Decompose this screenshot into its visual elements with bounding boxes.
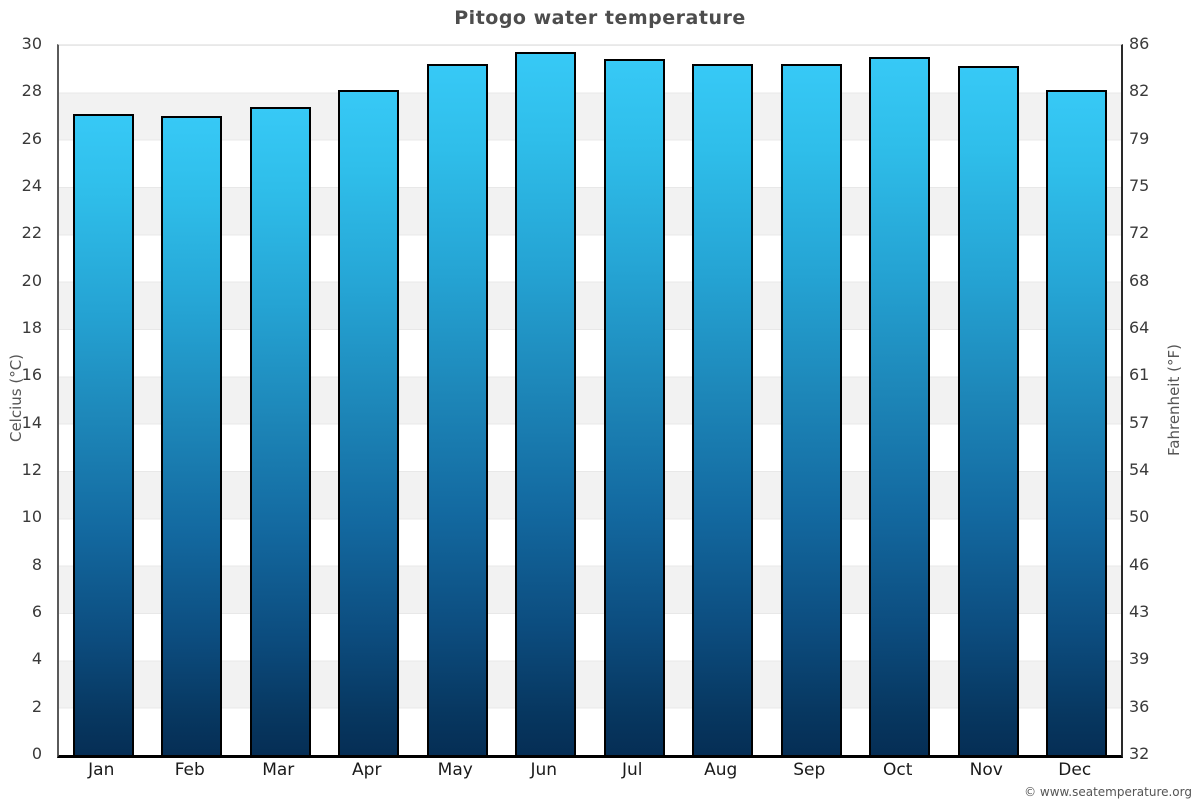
bar-slot-nov: [944, 45, 1033, 755]
temperature-bar-oct: [869, 56, 931, 755]
month-label-may: May: [437, 760, 473, 780]
month-label-oct: Oct: [883, 760, 913, 780]
temperature-bar-nov: [957, 66, 1019, 755]
month-label-apr: Apr: [352, 760, 382, 780]
fahrenheit-tick-46: 46: [1129, 554, 1150, 574]
fahrenheit-tick-79: 79: [1129, 128, 1150, 148]
fahrenheit-tick-64: 64: [1129, 318, 1150, 337]
bars-row: [59, 45, 1121, 755]
celsius-axis-title: Celcius (°C): [7, 353, 25, 443]
celsius-tick-28: 28: [21, 81, 42, 101]
celsius-tick-24: 24: [21, 176, 42, 195]
bar-slot-mar: [236, 45, 325, 755]
bar-slot-oct: [856, 45, 945, 755]
celsius-tick-10: 10: [21, 507, 42, 527]
bar-slot-aug: [679, 45, 768, 755]
celsius-tick-8: 8: [31, 554, 42, 574]
fahrenheit-axis-title: Fahrenheit (°F): [1165, 344, 1183, 456]
temperature-bar-jan: [72, 113, 134, 755]
temperature-bar-jul: [603, 59, 665, 755]
fahrenheit-tick-57: 57: [1129, 412, 1150, 432]
celsius-tick-14: 14: [21, 412, 42, 432]
fahrenheit-tick-61: 61: [1129, 365, 1150, 385]
fahrenheit-tick-82: 82: [1129, 81, 1150, 101]
plot-area: [57, 44, 1123, 758]
temperature-bar-sep: [780, 63, 842, 755]
bar-slot-dec: [1033, 45, 1122, 755]
chart-title: Pitogo water temperature: [454, 7, 746, 29]
temperature-bar-mar: [249, 106, 311, 755]
month-label-mar: Mar: [262, 760, 295, 780]
celsius-tick-6: 6: [31, 602, 42, 621]
fahrenheit-tick-50: 50: [1129, 507, 1150, 527]
fahrenheit-tick-54: 54: [1129, 460, 1150, 479]
bar-slot-sep: [767, 45, 856, 755]
temperature-bar-may: [426, 63, 488, 755]
celsius-tick-16: 16: [21, 365, 42, 385]
bar-slot-jul: [590, 45, 679, 755]
fahrenheit-tick-75: 75: [1129, 176, 1150, 195]
month-label-sep: Sep: [793, 760, 826, 780]
celsius-tick-4: 4: [31, 649, 42, 669]
month-label-jan: Jan: [88, 760, 115, 780]
fahrenheit-tick-39: 39: [1129, 649, 1150, 669]
celsius-tick-0: 0: [31, 744, 42, 763]
fahrenheit-tick-32: 32: [1129, 744, 1150, 763]
temperature-bar-feb: [161, 116, 223, 755]
month-label-nov: Nov: [969, 760, 1003, 780]
month-label-feb: Feb: [174, 760, 205, 780]
temperature-bar-aug: [692, 63, 754, 755]
fahrenheit-tick-86: 86: [1129, 34, 1150, 53]
bar-slot-jan: [59, 45, 148, 755]
temperature-bar-dec: [1046, 89, 1108, 755]
fahrenheit-tick-36: 36: [1129, 696, 1150, 716]
celsius-tick-22: 22: [21, 223, 42, 243]
bar-slot-jun: [502, 45, 591, 755]
temperature-bar-jun: [515, 52, 577, 755]
month-axis-labels: Jan Feb Mar Apr May Jun Jul Aug Sep Oct Nov Dec: [57, 760, 1119, 780]
month-label-jun: Jun: [530, 760, 558, 780]
month-label-aug: Aug: [704, 760, 738, 780]
fahrenheit-tick-72: 72: [1129, 223, 1150, 243]
celsius-tick-20: 20: [21, 270, 42, 290]
fahrenheit-tick-68: 68: [1129, 270, 1150, 290]
bar-slot-feb: [148, 45, 237, 755]
celsius-tick-12: 12: [21, 460, 42, 479]
temperature-bar-apr: [338, 89, 400, 755]
celsius-tick-18: 18: [21, 318, 42, 337]
month-label-jul: Jul: [621, 760, 643, 780]
fahrenheit-axis-ticks: 86 82 79 75 72 68 64 61 57 54 50 46 43 39 36 32: [1127, 34, 1175, 763]
celsius-tick-26: 26: [21, 128, 42, 148]
fahrenheit-tick-43: 43: [1129, 602, 1150, 621]
celsius-tick-2: 2: [31, 696, 42, 716]
bar-slot-apr: [325, 45, 414, 755]
month-label-dec: Dec: [1058, 760, 1092, 780]
copyright-watermark: © www.seatemperature.org: [1024, 785, 1192, 799]
celsius-tick-30: 30: [21, 34, 42, 53]
celsius-axis-ticks: 30 28 26 24 22 20 18 16 14 12 10 8 6 4 2 0: [0, 34, 48, 763]
bar-slot-may: [413, 45, 502, 755]
